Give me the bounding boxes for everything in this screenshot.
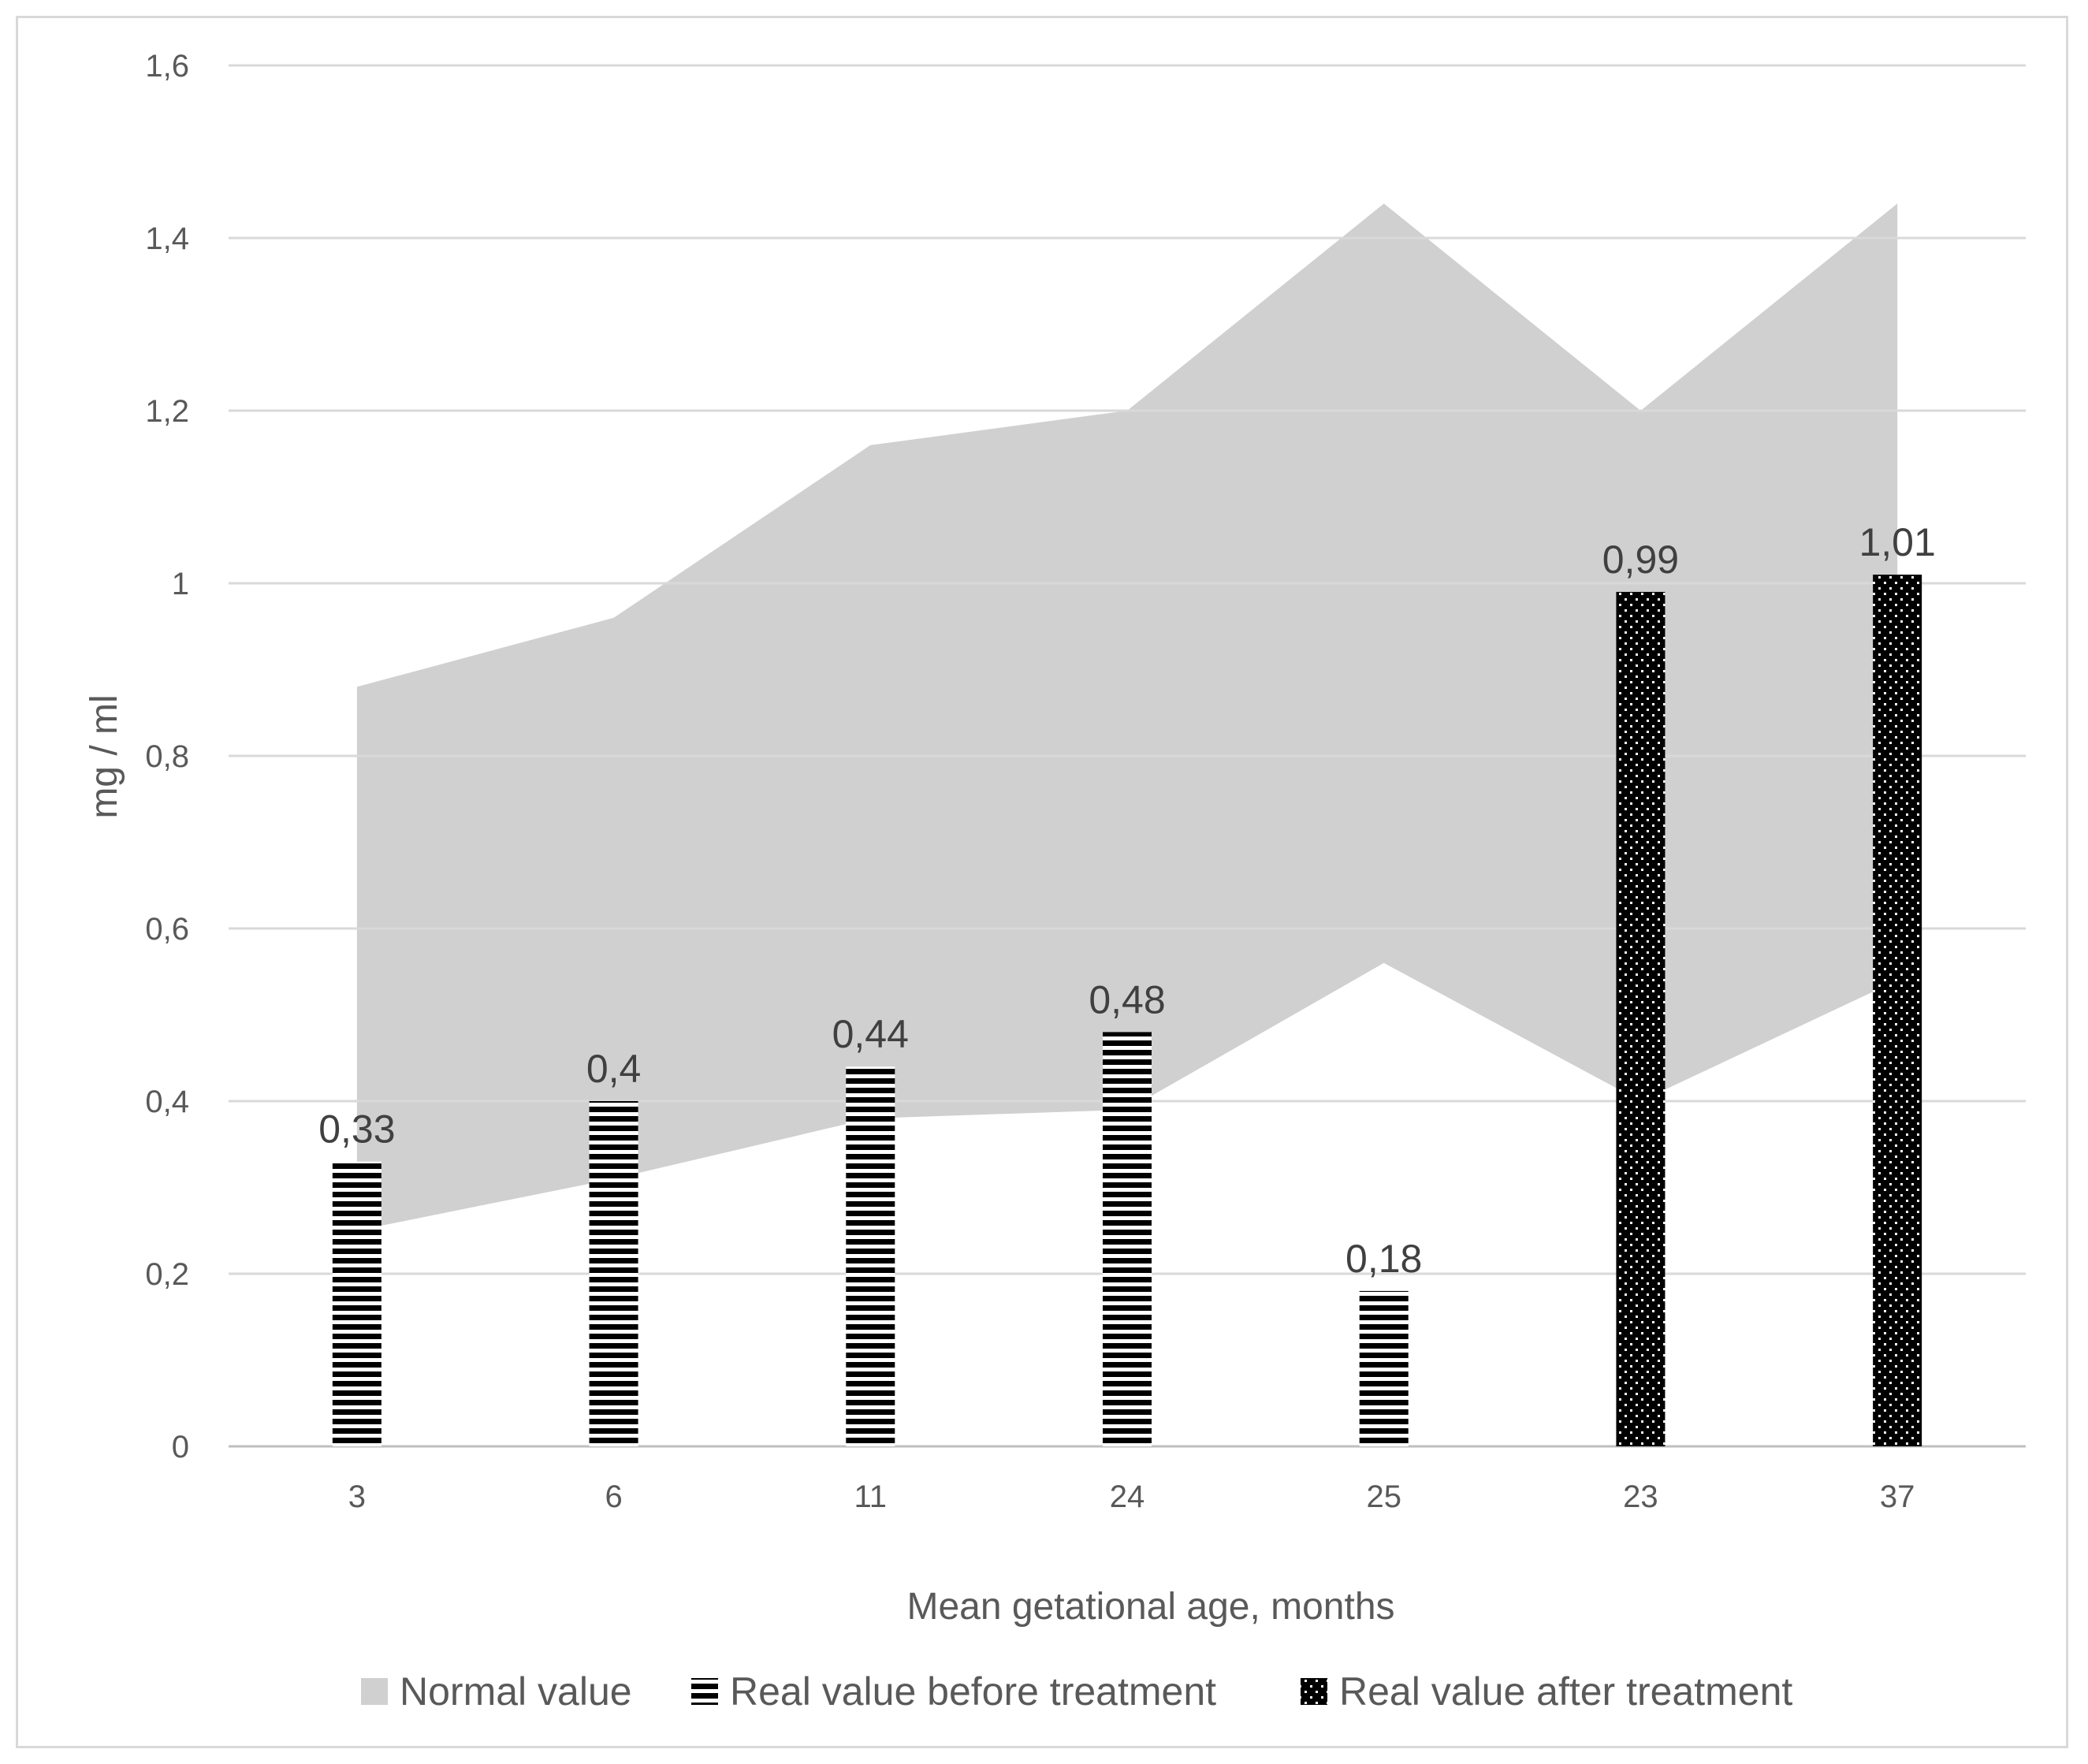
bar-before-treatment [589, 1101, 638, 1446]
data-label: 0,99 [1602, 538, 1679, 582]
x-axis-title: Mean getational age, months [906, 1586, 1394, 1628]
normal-value-area [356, 203, 1898, 1231]
data-label: 0,33 [318, 1107, 395, 1152]
data-label: 0,48 [1089, 977, 1165, 1022]
y-tick-label: 1 [172, 567, 189, 601]
y-tick-label: 0 [172, 1430, 189, 1464]
data-label: 0,18 [1345, 1237, 1422, 1281]
x-tick-label: 24 [1110, 1479, 1145, 1514]
data-label: 1,01 [1859, 520, 1935, 564]
bar-before-treatment [332, 1161, 381, 1446]
x-tick-label: 23 [1623, 1479, 1658, 1514]
legend-swatch-normal-value [361, 1678, 388, 1705]
x-tick-label: 3 [348, 1479, 366, 1514]
y-tick-label: 0,2 [145, 1257, 189, 1292]
legend-label-after-treatment: Real value after treatment [1339, 1669, 1792, 1714]
x-tick-label: 37 [1880, 1479, 1915, 1514]
bar-after-treatment [1873, 575, 1922, 1446]
x-tick-label: 11 [854, 1479, 888, 1514]
y-tick-label: 1,4 [145, 221, 189, 256]
data-label: 0,4 [586, 1047, 642, 1091]
legend-swatch-before-treatment [691, 1678, 718, 1705]
legend-label-before-treatment: Real value before treatment [730, 1669, 1216, 1714]
bar-before-treatment [1359, 1290, 1409, 1446]
x-tick-label: 6 [605, 1479, 622, 1514]
y-tick-label: 1,6 [145, 49, 189, 84]
data-label: 0,44 [832, 1012, 909, 1056]
bar-before-treatment [1103, 1032, 1152, 1446]
labels-layer: mg / ml Mean getational age, months 0 0,2… [84, 49, 1936, 1628]
y-tick-label: 1,2 [145, 394, 189, 429]
bar-before-treatment [846, 1066, 895, 1446]
legend-label-normal-value: Normal value [400, 1669, 632, 1714]
y-axis-title: mg / ml [84, 694, 125, 818]
normal-range-layer [356, 203, 1898, 1231]
y-tick-label: 0,8 [145, 739, 189, 774]
bar-after-treatment [1616, 591, 1666, 1447]
legend: Normal value Real value before treatment… [361, 1669, 1792, 1714]
legend-swatch-after-treatment [1301, 1678, 1327, 1705]
y-tick-label: 0,6 [145, 912, 189, 947]
gridlines-layer [229, 64, 2026, 1448]
bars-layer [332, 575, 1922, 1447]
x-tick-label: 25 [1366, 1479, 1401, 1514]
y-tick-label: 0,4 [145, 1085, 189, 1119]
